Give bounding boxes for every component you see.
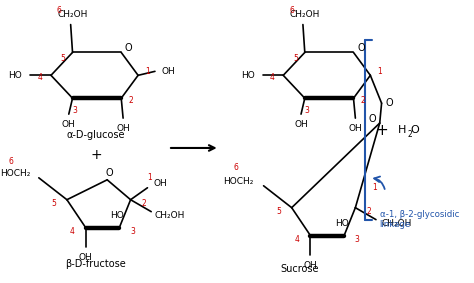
Text: HO: HO bbox=[241, 71, 255, 80]
Text: HO: HO bbox=[336, 219, 349, 228]
Text: Sucrose: Sucrose bbox=[280, 264, 319, 275]
Text: 6: 6 bbox=[8, 157, 13, 166]
Text: HOCH₂: HOCH₂ bbox=[223, 177, 254, 186]
Text: 3: 3 bbox=[72, 106, 77, 115]
Text: 4: 4 bbox=[37, 73, 42, 82]
Text: 5: 5 bbox=[293, 54, 298, 63]
Text: 6: 6 bbox=[289, 6, 294, 15]
Text: 2: 2 bbox=[407, 130, 412, 139]
Text: O: O bbox=[125, 44, 133, 53]
Text: 3: 3 bbox=[304, 106, 309, 115]
Text: 2: 2 bbox=[366, 207, 371, 216]
Text: 4: 4 bbox=[70, 227, 75, 236]
Text: α-D-glucose: α-D-glucose bbox=[67, 130, 125, 140]
Text: OH: OH bbox=[348, 124, 362, 132]
Text: 2: 2 bbox=[128, 96, 133, 105]
Text: OH: OH bbox=[161, 67, 175, 76]
Text: HO: HO bbox=[9, 71, 22, 80]
Text: 5: 5 bbox=[61, 54, 65, 63]
Text: OH: OH bbox=[154, 179, 167, 188]
Text: OH: OH bbox=[294, 120, 308, 128]
Text: H: H bbox=[398, 125, 406, 135]
Text: +: + bbox=[375, 123, 388, 138]
Text: 6: 6 bbox=[233, 163, 238, 172]
Text: HOCH₂: HOCH₂ bbox=[0, 169, 31, 178]
Text: OH: OH bbox=[62, 120, 76, 128]
Text: OH: OH bbox=[116, 124, 130, 132]
Text: 2: 2 bbox=[361, 96, 365, 105]
Text: O: O bbox=[410, 125, 419, 135]
Text: 4: 4 bbox=[295, 235, 300, 244]
Text: 1: 1 bbox=[377, 67, 382, 76]
Text: CH₂OH: CH₂OH bbox=[290, 10, 320, 19]
Text: O: O bbox=[357, 44, 365, 53]
Text: 3: 3 bbox=[355, 235, 360, 244]
Text: OH: OH bbox=[303, 261, 317, 270]
Text: 3: 3 bbox=[130, 227, 135, 236]
Text: 4: 4 bbox=[270, 73, 274, 82]
Text: +: + bbox=[90, 148, 102, 162]
Text: O: O bbox=[385, 98, 393, 108]
Text: α-1, β-2-glycosidic
linkage: α-1, β-2-glycosidic linkage bbox=[380, 210, 459, 229]
Text: HO: HO bbox=[110, 211, 124, 220]
Text: O: O bbox=[368, 114, 376, 124]
Text: OH: OH bbox=[79, 253, 92, 262]
Text: 2: 2 bbox=[141, 199, 146, 208]
Text: 1: 1 bbox=[372, 183, 376, 192]
Text: CH₂OH: CH₂OH bbox=[57, 10, 88, 19]
Text: 5: 5 bbox=[276, 207, 281, 216]
Text: CH₂OH: CH₂OH bbox=[382, 219, 412, 228]
Text: β-D-fructose: β-D-fructose bbox=[65, 260, 126, 269]
Text: 5: 5 bbox=[51, 199, 56, 208]
Text: 6: 6 bbox=[57, 6, 62, 15]
Text: 1: 1 bbox=[147, 173, 152, 182]
Text: CH₂OH: CH₂OH bbox=[155, 211, 185, 220]
Text: O: O bbox=[105, 168, 113, 178]
Text: 1: 1 bbox=[145, 67, 150, 76]
